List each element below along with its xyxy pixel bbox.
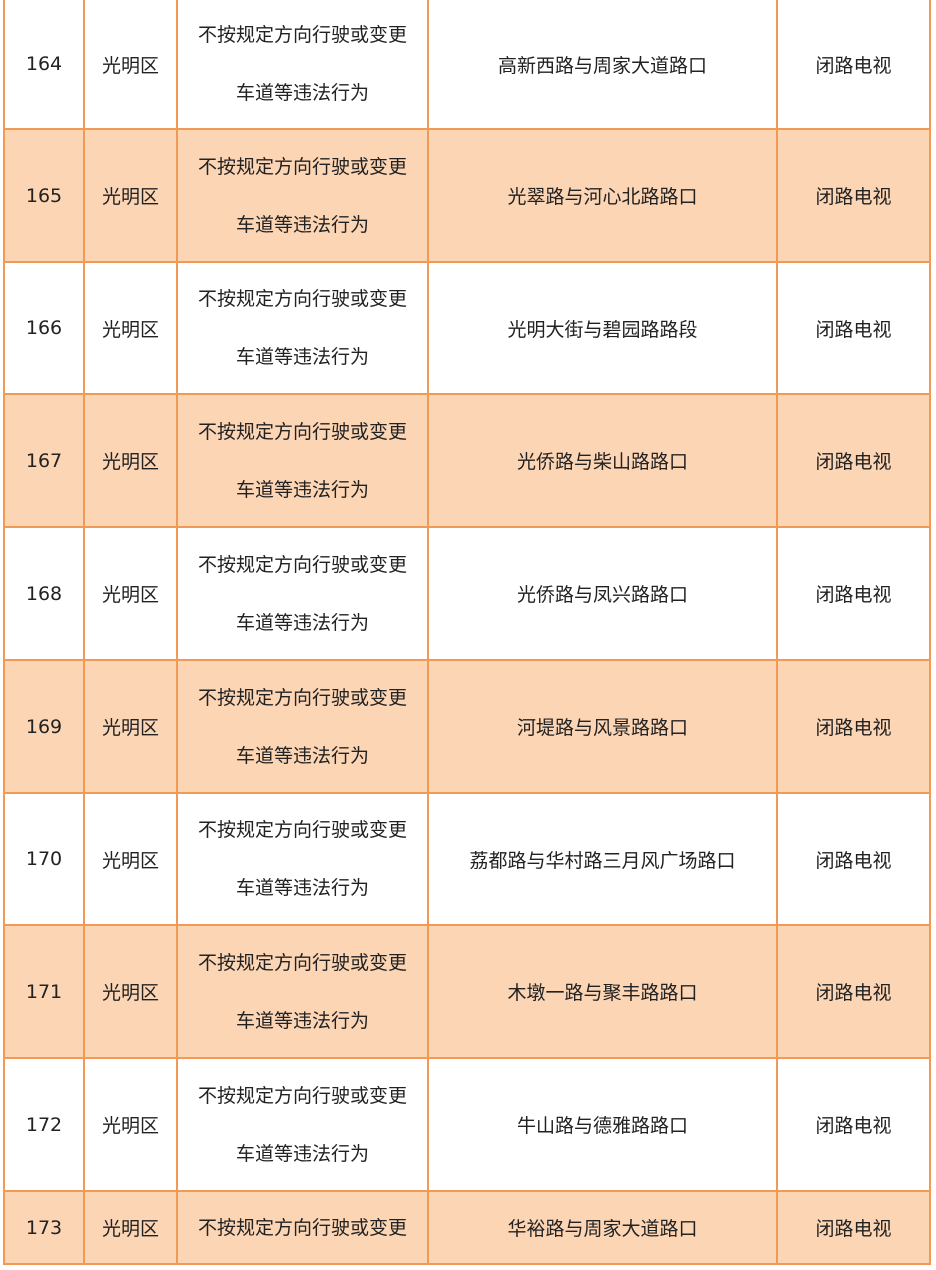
district-cell: 光明区 bbox=[83, 526, 178, 661]
capture-method-cell: 闭路电视 bbox=[776, 659, 931, 794]
row-number: 172 bbox=[3, 1057, 85, 1192]
location-cell: 光翠路与河心北路路口 bbox=[427, 128, 778, 263]
table-row: 167 光明区 不按规定方向行驶或变更 车道等违法行为 光侨路与柴山路路口 闭路电视 bbox=[3, 393, 931, 528]
row-number: 165 bbox=[3, 128, 85, 263]
violation-line: 车道等违法行为 bbox=[235, 346, 369, 368]
location-cell: 高新西路与周家大道路口 bbox=[427, 0, 778, 130]
table-row: 168 光明区 不按规定方向行驶或变更 车道等违法行为 光侨路与凤兴路路口 闭路电视 bbox=[3, 526, 931, 661]
violation-cell: 不按规定方向行驶或变更 车道等违法行为 bbox=[176, 128, 429, 263]
table-row: 166 光明区 不按规定方向行驶或变更 车道等违法行为 光明大街与碧园路路段 闭路电视 bbox=[3, 261, 931, 395]
violation-line: 不按规定方向行驶或变更 bbox=[197, 155, 407, 178]
district-cell: 光明区 bbox=[83, 1057, 178, 1192]
violation-cell: 不按规定方向行驶或变更 车道等违法行为 bbox=[176, 924, 429, 1059]
capture-method-cell: 闭路电视 bbox=[776, 1057, 931, 1192]
violation-cell: 不按规定方向行驶或变更 bbox=[176, 1190, 429, 1265]
location-cell: 河堤路与风景路路口 bbox=[427, 659, 778, 794]
violation-line: 车道等违法行为 bbox=[235, 478, 369, 501]
violation-cell: 不按规定方向行驶或变更 车道等违法行为 bbox=[176, 659, 429, 794]
violation-cell: 不按规定方向行驶或变更 车道等违法行为 bbox=[176, 1057, 429, 1192]
location-cell: 光侨路与凤兴路路口 bbox=[427, 526, 778, 661]
location-cell: 华裕路与周家大道路口 bbox=[427, 1190, 778, 1265]
location-cell: 木墩一路与聚丰路路口 bbox=[427, 924, 778, 1059]
table-row: 170 光明区 不按规定方向行驶或变更 车道等违法行为 荔都路与华村路三月风广场路口 闭路… bbox=[3, 792, 931, 926]
violation-line: 不按规定方向行驶或变更 bbox=[197, 1084, 407, 1107]
table-row: 164 光明区 不按规定方向行驶或变更 车道等违法行为 高新西路与周家大道路口 闭路电视 bbox=[3, 0, 931, 130]
violation-line: 车道等违法行为 bbox=[235, 1142, 369, 1165]
capture-method-cell: 闭路电视 bbox=[776, 924, 931, 1059]
location-cell: 牛山路与德雅路路口 bbox=[427, 1057, 778, 1192]
capture-method-cell: 闭路电视 bbox=[776, 1190, 931, 1265]
violation-cell: 不按规定方向行驶或变更 车道等违法行为 bbox=[176, 261, 429, 395]
violation-line: 不按规定方向行驶或变更 bbox=[197, 1216, 407, 1239]
district-cell: 光明区 bbox=[83, 792, 178, 926]
row-number: 173 bbox=[3, 1190, 85, 1265]
district-cell: 光明区 bbox=[83, 393, 178, 528]
violation-line: 不按规定方向行驶或变更 bbox=[197, 553, 407, 576]
violation-line: 车道等违法行为 bbox=[235, 82, 369, 104]
district-cell: 光明区 bbox=[83, 261, 178, 395]
capture-method-cell: 闭路电视 bbox=[776, 526, 931, 661]
row-number: 166 bbox=[3, 261, 85, 395]
district-cell: 光明区 bbox=[83, 924, 178, 1059]
district-cell: 光明区 bbox=[83, 128, 178, 263]
row-number: 169 bbox=[3, 659, 85, 794]
violation-line: 车道等违法行为 bbox=[235, 1009, 369, 1032]
violation-line: 不按规定方向行驶或变更 bbox=[197, 951, 407, 974]
violation-line: 不按规定方向行驶或变更 bbox=[197, 288, 407, 310]
violation-line: 车道等违法行为 bbox=[235, 213, 369, 236]
district-cell: 光明区 bbox=[83, 0, 178, 130]
violation-cell: 不按规定方向行驶或变更 车道等违法行为 bbox=[176, 526, 429, 661]
location-cell: 光明大街与碧园路路段 bbox=[427, 261, 778, 395]
table-row: 169 光明区 不按规定方向行驶或变更 车道等违法行为 河堤路与风景路路口 闭路电视 bbox=[3, 659, 931, 794]
row-number: 171 bbox=[3, 924, 85, 1059]
violation-line: 不按规定方向行驶或变更 bbox=[197, 420, 407, 443]
violation-location-table: 164 光明区 不按规定方向行驶或变更 车道等违法行为 高新西路与周家大道路口 闭路电视 1… bbox=[3, 0, 931, 1265]
table-row: 173 光明区 不按规定方向行驶或变更 华裕路与周家大道路口 闭路电视 bbox=[3, 1190, 931, 1265]
location-cell: 光侨路与柴山路路口 bbox=[427, 393, 778, 528]
row-number: 167 bbox=[3, 393, 85, 528]
table-row: 165 光明区 不按规定方向行驶或变更 车道等违法行为 光翠路与河心北路路口 闭路电视 bbox=[3, 128, 931, 263]
violation-cell: 不按规定方向行驶或变更 车道等违法行为 bbox=[176, 792, 429, 926]
violation-line: 不按规定方向行驶或变更 bbox=[197, 686, 407, 709]
row-number: 164 bbox=[3, 0, 85, 130]
table-row: 171 光明区 不按规定方向行驶或变更 车道等违法行为 木墩一路与聚丰路路口 闭路电视 bbox=[3, 924, 931, 1059]
violation-line: 不按规定方向行驶或变更 bbox=[197, 819, 407, 841]
capture-method-cell: 闭路电视 bbox=[776, 128, 931, 263]
violation-cell: 不按规定方向行驶或变更 车道等违法行为 bbox=[176, 0, 429, 130]
violation-line: 车道等违法行为 bbox=[235, 877, 369, 899]
location-cell: 荔都路与华村路三月风广场路口 bbox=[427, 792, 778, 926]
row-number: 170 bbox=[3, 792, 85, 926]
capture-method-cell: 闭路电视 bbox=[776, 0, 931, 130]
violation-line: 车道等违法行为 bbox=[235, 744, 369, 767]
table-row: 172 光明区 不按规定方向行驶或变更 车道等违法行为 牛山路与德雅路路口 闭路电视 bbox=[3, 1057, 931, 1192]
district-cell: 光明区 bbox=[83, 659, 178, 794]
capture-method-cell: 闭路电视 bbox=[776, 792, 931, 926]
row-number: 168 bbox=[3, 526, 85, 661]
violation-line: 车道等违法行为 bbox=[235, 611, 369, 634]
capture-method-cell: 闭路电视 bbox=[776, 261, 931, 395]
district-cell: 光明区 bbox=[83, 1190, 178, 1265]
capture-method-cell: 闭路电视 bbox=[776, 393, 931, 528]
violation-line: 不按规定方向行驶或变更 bbox=[197, 24, 407, 46]
violation-cell: 不按规定方向行驶或变更 车道等违法行为 bbox=[176, 393, 429, 528]
